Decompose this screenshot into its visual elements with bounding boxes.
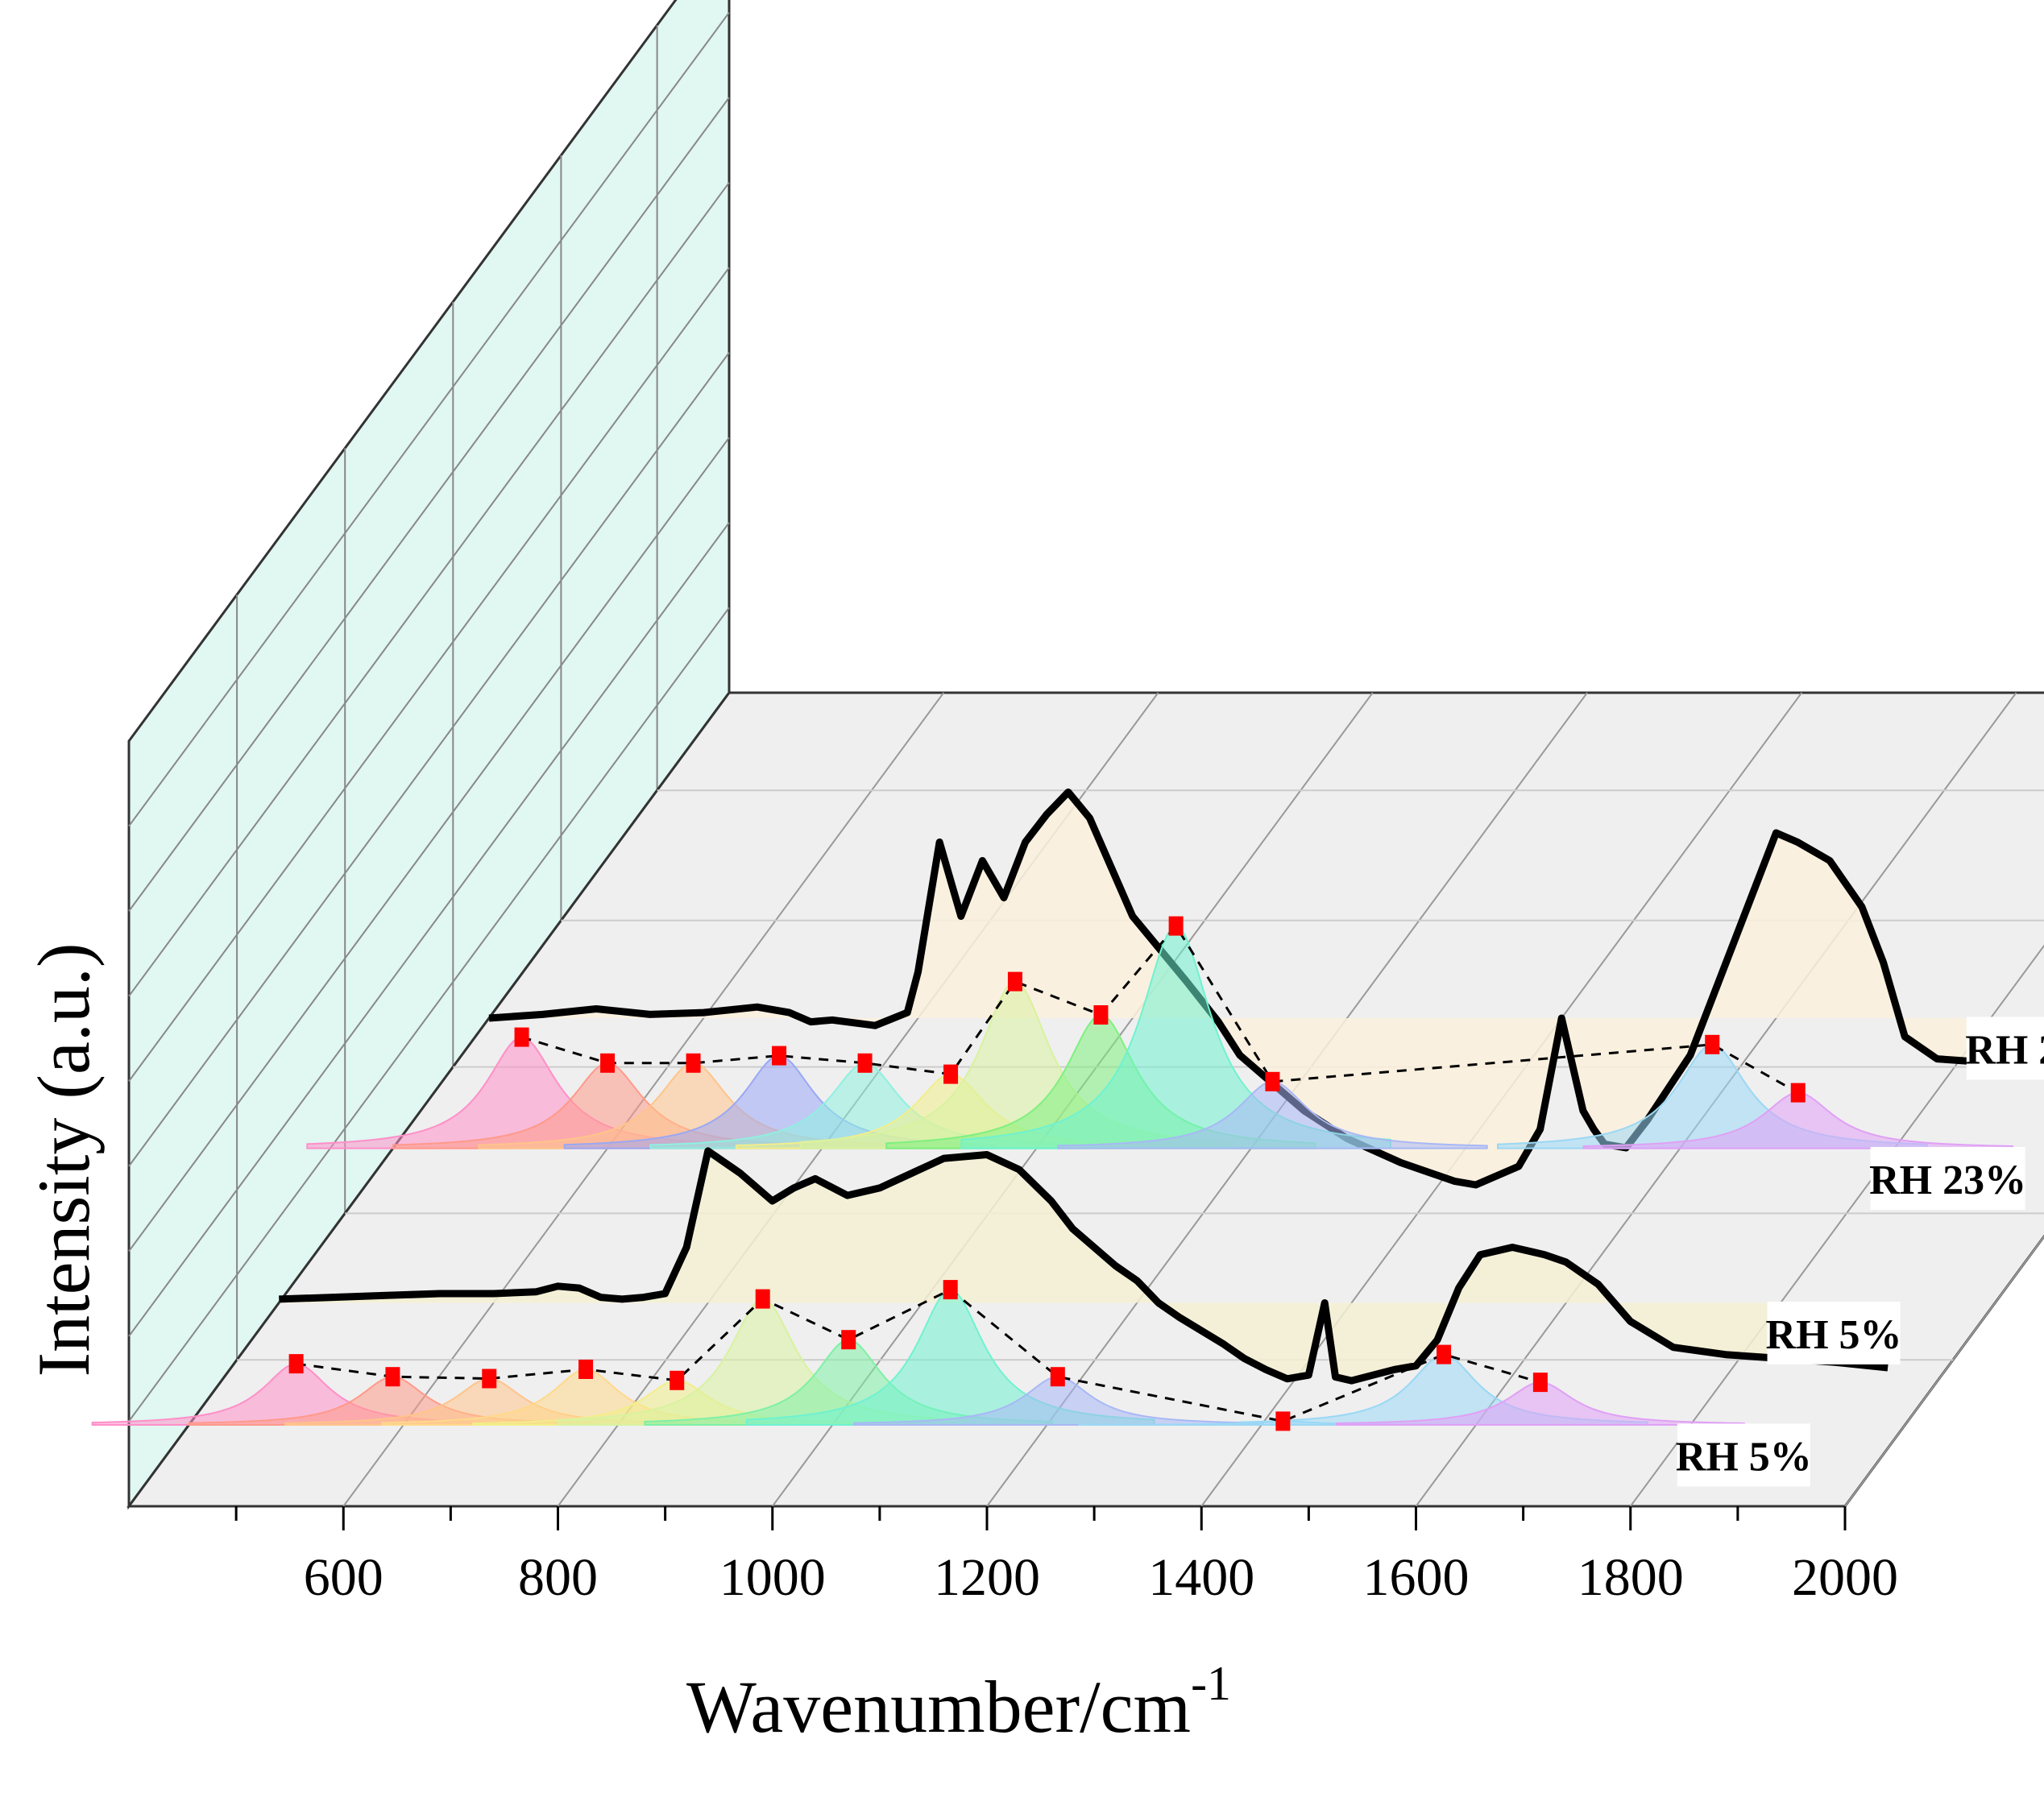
x-tick-label: 600: [304, 1548, 384, 1607]
peak-marker: [600, 1053, 616, 1073]
row-rh23-deconvolution: [306, 916, 2013, 1149]
floor-gridline: [1844, 1235, 2044, 1507]
peak-marker: [1705, 1034, 1720, 1054]
peak-marker: [514, 1027, 529, 1047]
row-label: RH 23%: [1869, 1157, 2026, 1203]
row-label: RH 5%: [1766, 1312, 1902, 1358]
peak-marker: [1265, 1071, 1280, 1091]
peak-marker: [686, 1053, 701, 1073]
back-wall-gridline: [128, 182, 730, 997]
row-rh5-deconvolution: [91, 1280, 1745, 1431]
row-rh5-spectrum: [279, 1147, 1889, 1385]
back-wall-gridline: [128, 522, 730, 1337]
peak-marker: [385, 1367, 400, 1387]
peak-marker: [1275, 1411, 1291, 1431]
peak-marker: [1790, 1083, 1806, 1103]
spectrum-fill: [489, 792, 2044, 1185]
back-wall-gridline: [128, 267, 730, 1082]
back-wall-gridline: [128, 352, 730, 1167]
back-wall-gridline: [128, 437, 730, 1252]
peak-marker: [670, 1370, 685, 1390]
row-label: RH 5%: [1676, 1434, 1812, 1480]
x-axis-title: Wavenumber/cm-1: [686, 1657, 1231, 1748]
spectrum-fill: [279, 1150, 1889, 1381]
peak-marker: [1532, 1373, 1548, 1393]
peak-marker: [1050, 1367, 1065, 1387]
floor-gridline: [1629, 944, 2044, 1507]
back-wall-gridline: [128, 11, 730, 827]
x-tick-label: 1200: [934, 1548, 1040, 1607]
row-label-box: [1966, 1017, 2044, 1080]
peak-marker: [578, 1360, 594, 1379]
x-tick-label: 2000: [1792, 1548, 1898, 1607]
x-tick-label: 1000: [719, 1548, 826, 1607]
peak-marker: [943, 1280, 958, 1300]
peak-marker: [772, 1046, 787, 1066]
x-tick-label: 1800: [1578, 1548, 1684, 1607]
peak-marker: [755, 1289, 770, 1309]
row-label-box: [1767, 1301, 1901, 1364]
peak-marker: [1093, 1005, 1109, 1025]
x-axis-title-superscript: -1: [1191, 1657, 1231, 1710]
row-label-box: [1677, 1423, 1810, 1487]
peak-marker: [841, 1330, 856, 1350]
peak-marker: [1168, 916, 1184, 936]
back-wall-gridline: [128, 607, 730, 1422]
back-wall-gridline: [128, 97, 730, 912]
x-axis-title-text: Wavenumber/cm: [686, 1666, 1191, 1748]
row-labels: RH 5% RH 5% RH 23% RH 23%: [1676, 1017, 2044, 1487]
peak-marker: [857, 1053, 873, 1073]
row-label: RH 23%: [1965, 1027, 2044, 1073]
x-tick-label: 1400: [1148, 1548, 1254, 1607]
x-tick-label: 1600: [1363, 1548, 1470, 1607]
peak-marker: [288, 1354, 304, 1374]
row-label-box: [1870, 1147, 2025, 1210]
peak-marker: [482, 1369, 497, 1389]
plot-rows: [91, 788, 2044, 1431]
peak-connector: [521, 924, 1799, 1094]
y-axis-title: Intensity (a.u.): [23, 942, 105, 1377]
peak-marker: [1007, 971, 1022, 992]
peak-marker: [943, 1064, 959, 1084]
peak-marker: [1437, 1344, 1452, 1364]
x-tick-label: 800: [518, 1548, 598, 1607]
x-axis: 600 800 1000 1200 1400 1600 1800 2000: [234, 1506, 1898, 1607]
spectrum-line: [279, 1147, 1889, 1385]
peak-connector: [296, 1288, 1541, 1422]
